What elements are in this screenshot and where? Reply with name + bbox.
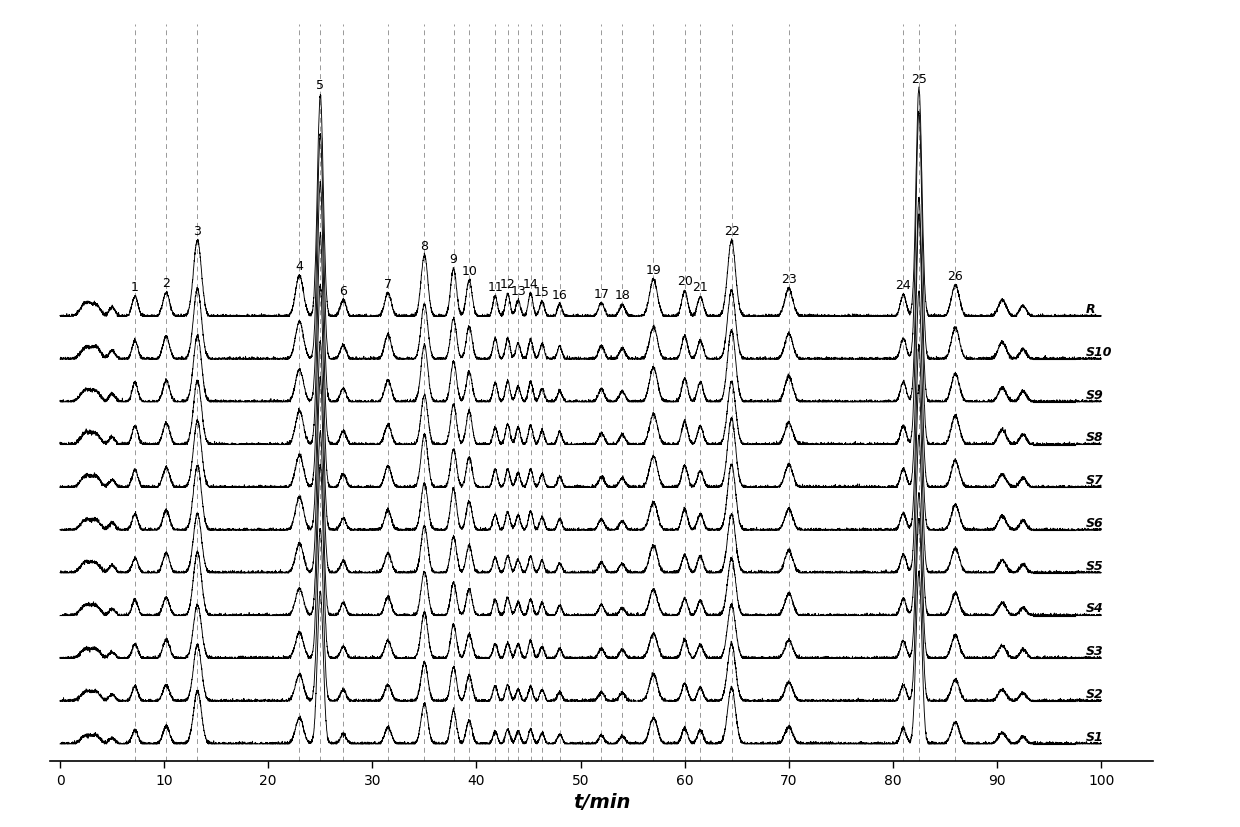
Text: 12: 12 bbox=[500, 278, 516, 291]
Text: S7: S7 bbox=[1085, 473, 1104, 486]
Text: 26: 26 bbox=[947, 270, 963, 282]
Text: 20: 20 bbox=[677, 275, 693, 288]
Text: 25: 25 bbox=[911, 73, 926, 86]
Text: 11: 11 bbox=[487, 280, 503, 294]
Text: 3: 3 bbox=[193, 225, 201, 237]
Text: S2: S2 bbox=[1085, 687, 1104, 700]
Text: 6: 6 bbox=[340, 284, 347, 298]
Text: 8: 8 bbox=[420, 239, 428, 252]
Text: 18: 18 bbox=[614, 289, 630, 302]
Text: 1: 1 bbox=[131, 280, 139, 294]
Text: 23: 23 bbox=[781, 273, 796, 286]
Text: 9: 9 bbox=[450, 253, 458, 266]
Text: R: R bbox=[1085, 303, 1095, 316]
Text: 15: 15 bbox=[534, 285, 551, 299]
Text: S3: S3 bbox=[1085, 644, 1104, 657]
Text: S4: S4 bbox=[1085, 601, 1104, 614]
Text: 13: 13 bbox=[510, 284, 526, 298]
Text: S8: S8 bbox=[1085, 431, 1104, 444]
Text: 14: 14 bbox=[523, 278, 538, 290]
Text: 21: 21 bbox=[692, 281, 708, 294]
Text: S1: S1 bbox=[1085, 729, 1104, 743]
Text: S5: S5 bbox=[1085, 559, 1104, 571]
Text: 2: 2 bbox=[162, 277, 170, 289]
Text: 16: 16 bbox=[552, 289, 568, 302]
Text: 19: 19 bbox=[646, 264, 661, 277]
Text: 22: 22 bbox=[724, 225, 739, 238]
X-axis label: t/min: t/min bbox=[573, 792, 630, 811]
Text: S10: S10 bbox=[1085, 346, 1112, 358]
Text: S6: S6 bbox=[1085, 516, 1104, 529]
Text: 24: 24 bbox=[895, 279, 911, 292]
Text: 17: 17 bbox=[594, 287, 609, 300]
Text: 5: 5 bbox=[316, 79, 325, 93]
Text: 4: 4 bbox=[295, 260, 304, 273]
Text: S9: S9 bbox=[1085, 388, 1104, 401]
Text: 10: 10 bbox=[461, 265, 477, 277]
Text: 7: 7 bbox=[384, 277, 392, 290]
